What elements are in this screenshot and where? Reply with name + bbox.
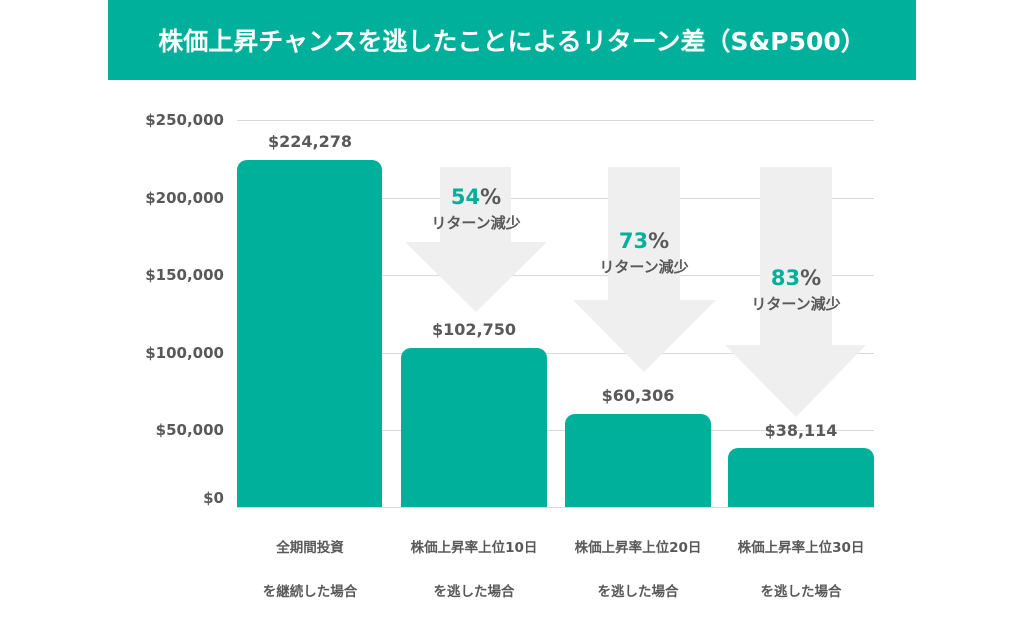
chart-title-bar: 株価上昇チャンスを逃したことによるリターン差（S&P500） bbox=[108, 0, 916, 80]
y-tick-label: $150,000 bbox=[145, 266, 224, 284]
chart-title: 株価上昇チャンスを逃したことによるリターン差（S&P500） bbox=[158, 27, 866, 56]
return-decrease-annotation: 54% リターン減少 bbox=[401, 184, 551, 233]
decrease-percent: 54 bbox=[450, 185, 481, 209]
x-axis-baseline bbox=[237, 507, 874, 508]
decrease-label: リターン減少 bbox=[599, 258, 689, 276]
bar-missed-top10 bbox=[401, 348, 547, 507]
decrease-percent: 83 bbox=[770, 266, 801, 290]
gridline-250000 bbox=[237, 120, 874, 121]
return-decrease-annotation: 73% リターン減少 bbox=[569, 228, 719, 277]
y-tick-label: $100,000 bbox=[145, 344, 224, 362]
bar-value-label: $102,750 bbox=[431, 320, 516, 339]
down-arrow-1 bbox=[405, 167, 547, 312]
bar-value-label: $38,114 bbox=[764, 421, 838, 440]
down-arrow-icon bbox=[405, 167, 866, 417]
gridline-200000 bbox=[237, 198, 874, 199]
bar-full-period bbox=[237, 160, 382, 507]
category-label: 株価上昇率上位10日 を逃した場合 bbox=[410, 540, 538, 600]
category-label: 株価上昇率上位20日 を逃した場合 bbox=[574, 540, 702, 600]
category-label: 全期間投資 を継続した場合 bbox=[262, 540, 358, 600]
y-tick-label: $50,000 bbox=[155, 421, 224, 439]
category-label: 株価上昇率上位30日 を逃した場合 bbox=[737, 540, 865, 600]
bar-chart: $250,000 $200,000 $150,000 $100,000 $50,… bbox=[145, 111, 874, 600]
gridline-100000 bbox=[237, 353, 874, 354]
decrease-label: リターン減少 bbox=[431, 214, 521, 232]
bar-value-label: $224,278 bbox=[267, 132, 352, 151]
y-tick-label: $250,000 bbox=[145, 111, 224, 129]
down-arrow-2 bbox=[573, 167, 716, 372]
decrease-percent: 73 bbox=[618, 229, 649, 253]
return-decrease-annotation: 83% リターン減少 bbox=[721, 265, 871, 314]
y-tick-label: $0 bbox=[203, 489, 224, 507]
decrease-label: リターン減少 bbox=[751, 295, 841, 313]
bar-value-label: $60,306 bbox=[601, 386, 675, 405]
down-arrow-3 bbox=[725, 167, 866, 417]
y-tick-label: $200,000 bbox=[145, 189, 224, 207]
gridline-150000 bbox=[237, 275, 874, 276]
gridline-50000 bbox=[237, 430, 874, 431]
bar-missed-top20 bbox=[565, 414, 711, 507]
bar-missed-top30 bbox=[728, 448, 874, 507]
